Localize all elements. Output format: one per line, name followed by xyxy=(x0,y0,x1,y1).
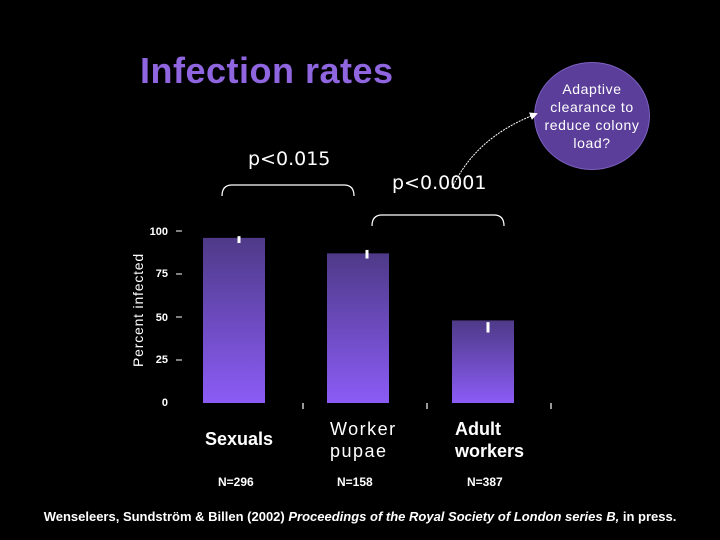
category-label-line: Sexuals xyxy=(205,429,274,449)
citation-authors: Wenseleers, Sundström & Billen (2002) xyxy=(43,509,285,524)
significance-bracket-right xyxy=(371,214,505,227)
significance-bracket-left xyxy=(221,184,355,197)
callout-arrow xyxy=(451,112,538,189)
slide-title: Infection rates xyxy=(140,50,394,91)
sample-size-label: N=158 xyxy=(337,475,373,489)
callout-bubble: Adaptive clearance to reduce colony load… xyxy=(534,62,650,170)
bar-worker-pupae xyxy=(327,253,389,403)
y-tick-label: 100 xyxy=(149,226,168,238)
category-label-line: workers xyxy=(455,441,525,461)
citation-journal: Proceedings of the Royal Society of Lond… xyxy=(288,509,620,524)
callout-text: Adaptive clearance to reduce colony load… xyxy=(544,81,640,151)
category-label: Sexuals xyxy=(205,428,273,450)
category-label: Worker pupae xyxy=(330,418,397,462)
sample-size-label: N=296 xyxy=(218,475,254,489)
category-label-line: Adult xyxy=(455,419,501,439)
sample-size-label: N=387 xyxy=(467,475,503,489)
y-tick-label: 25 xyxy=(155,354,168,366)
bar-sexuals xyxy=(203,237,265,403)
p-value-right: p<0.0001 xyxy=(392,172,487,194)
y-tick-label: 75 xyxy=(155,268,168,280)
y-tick-label: 0 xyxy=(161,397,168,409)
category-label-line: Worker xyxy=(330,419,397,439)
p-value-left: p<0.015 xyxy=(248,148,331,170)
category-label: Adult workers xyxy=(455,418,524,462)
y-tick-label: 50 xyxy=(155,312,168,324)
citation-tail: in press. xyxy=(622,509,677,524)
category-label-line: pupae xyxy=(330,441,388,461)
bar-adult-workers xyxy=(452,320,514,403)
citation: Wenseleers, Sundström & Billen (2002) Pr… xyxy=(0,509,720,524)
